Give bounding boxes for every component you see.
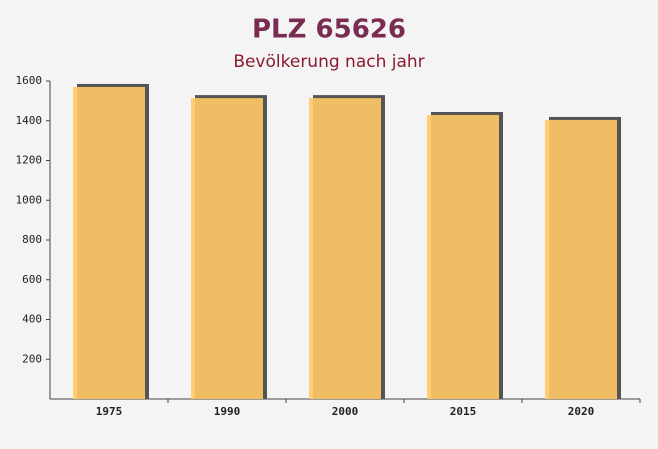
y-tick-label: 1600 — [16, 74, 43, 87]
y-tick-label: 600 — [22, 273, 42, 286]
y-tick-label: 200 — [22, 352, 42, 365]
y-tick-label: 400 — [22, 313, 42, 326]
bar — [545, 119, 617, 399]
bar — [309, 98, 381, 399]
y-tick-label: 1400 — [16, 114, 43, 127]
x-tick-label: 1990 — [214, 405, 241, 418]
x-tick-label: 2000 — [332, 405, 359, 418]
bar — [191, 98, 263, 399]
x-tick-label: 1975 — [96, 405, 123, 418]
chart-title: PLZ 65626 — [252, 15, 406, 45]
y-tick-label: 1200 — [16, 154, 43, 167]
x-tick-label: 2015 — [450, 405, 477, 418]
y-tick-label: 1000 — [16, 193, 43, 206]
bar — [73, 86, 145, 400]
bar — [427, 114, 499, 399]
x-tick-label: 2020 — [568, 405, 595, 418]
chart-subtitle: Bevölkerung nach jahr — [233, 52, 424, 72]
y-tick-label: 800 — [22, 233, 42, 246]
